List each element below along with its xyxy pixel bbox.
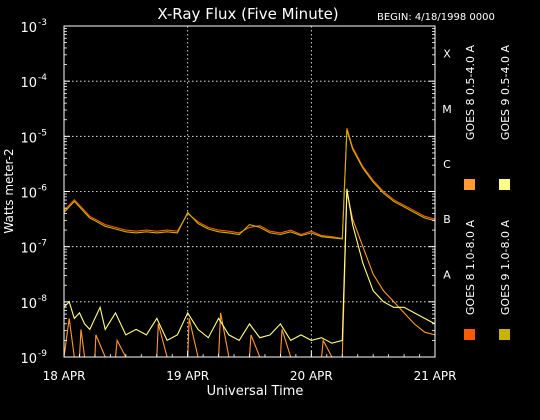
flare-class-m: M	[442, 103, 452, 116]
y-tick-exponent: -5	[38, 128, 47, 138]
legend-label: GOES 9 1.0-8.0 A	[499, 220, 512, 316]
legend-label: GOES 8 1.0-8.0 A	[464, 220, 477, 316]
x-tick-label: 21 APR	[414, 369, 457, 383]
y-tick-exponent: -9	[38, 349, 47, 359]
flare-class-b: B	[443, 213, 451, 226]
y-tick-exponent: -4	[38, 73, 47, 83]
y-axis-label: Watts meter-2	[2, 148, 16, 233]
legend-label: GOES 9 0.5-4.0 A	[499, 45, 512, 141]
y-tick-exponent: -6	[38, 184, 47, 194]
begin-date-label: BEGIN: 4/18/1998 0000	[377, 12, 495, 23]
series-line-1	[63, 127, 436, 240]
y-tick-label: 10	[20, 21, 37, 36]
legend-swatch	[499, 329, 510, 340]
legend-swatch	[464, 179, 475, 190]
flare-class-c: C	[443, 158, 451, 171]
legend-swatch	[499, 179, 510, 190]
y-tick-label: 10	[20, 76, 37, 91]
x-tick-label: 19 APR	[166, 369, 209, 383]
flare-class-a: A	[443, 268, 451, 281]
y-tick-exponent: -8	[38, 294, 47, 304]
y-tick-exponent: -7	[38, 239, 47, 249]
y-tick-label: 10	[20, 187, 37, 202]
flare-class-x: X	[443, 48, 451, 61]
y-tick-label: 10	[20, 297, 37, 312]
grid-lines	[64, 26, 435, 357]
flare-class-labels: A B C M X	[442, 48, 452, 282]
legend-swatch	[464, 329, 475, 340]
legend: GOES 8 1.0-8.0 A GOES 9 1.0-8.0 A GOES 8 0…	[464, 45, 512, 340]
chart-title: X-Ray Flux (Five Minute)	[157, 5, 338, 23]
x-tick-label: 18 APR	[43, 369, 86, 383]
y-tick-label: 10	[20, 242, 37, 257]
y-tick-label: 10	[20, 352, 37, 367]
y-tick-label: 10	[20, 131, 37, 146]
y-tick-exponent: -3	[38, 18, 47, 28]
x-axis-ticks: 18 APR 19 APR 20 APR 21 APR	[43, 351, 457, 383]
series-line-3	[63, 129, 436, 240]
x-tick-label: 20 APR	[290, 369, 333, 383]
series-line-4	[63, 188, 436, 344]
y-axis-ticks: 10-910-810-710-610-510-410-3	[20, 18, 435, 367]
x-axis-label: Universal Time	[207, 384, 304, 399]
legend-label: GOES 8 0.5-4.0 A	[464, 45, 477, 141]
